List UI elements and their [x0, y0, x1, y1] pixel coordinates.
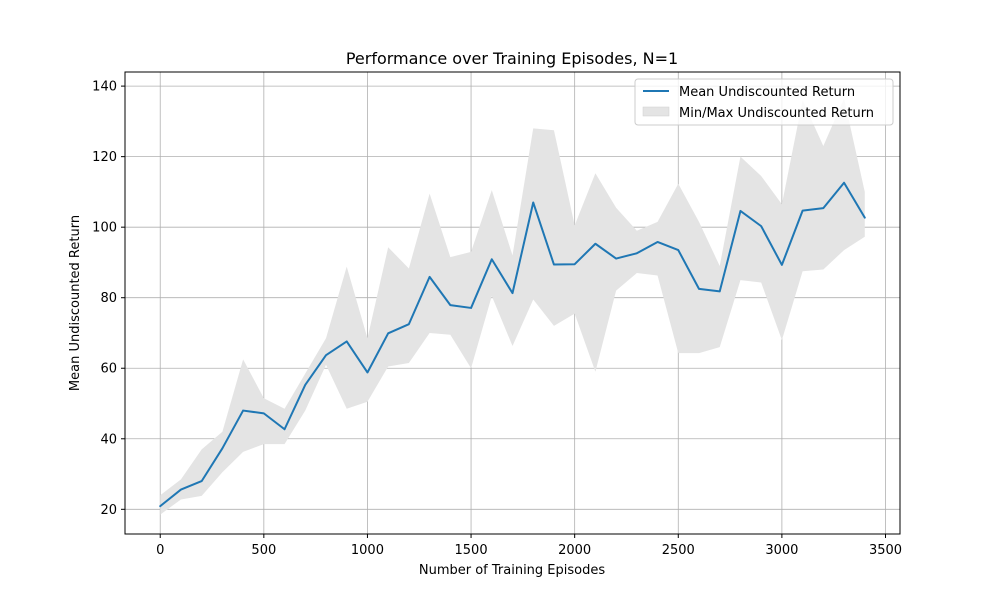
y-tick-label: 40 — [100, 432, 117, 447]
y-axis-title: Mean Undiscounted Return — [68, 215, 83, 391]
x-tick-label: 3500 — [869, 543, 902, 558]
y-tick-label: 80 — [100, 291, 117, 306]
legend-box — [634, 78, 894, 126]
mean-point — [345, 339, 349, 343]
mean-point — [759, 224, 763, 228]
x-tick-label: 2500 — [662, 543, 695, 558]
mean-point — [220, 446, 224, 450]
x-axis-title: Number of Training Episodes — [419, 563, 605, 578]
mean-point — [241, 409, 245, 413]
mean-point — [262, 411, 266, 415]
y-tick-label: 140 — [92, 80, 117, 95]
y-tick-label: 60 — [100, 362, 117, 377]
mean-point — [386, 331, 390, 335]
mean-point — [801, 209, 805, 213]
x-tick-label: 2000 — [558, 543, 591, 558]
mean-point — [511, 291, 515, 295]
mean-point — [303, 383, 307, 387]
mean-point — [780, 263, 784, 267]
mean-point — [552, 263, 556, 267]
mean-point — [407, 322, 411, 326]
mean-series — [158, 181, 867, 508]
mean-point — [573, 262, 577, 266]
mean-point — [697, 287, 701, 291]
x-tick-label: 3000 — [765, 543, 798, 558]
mean-point — [635, 251, 639, 255]
y-tick-label: 20 — [100, 503, 117, 518]
mean-point — [324, 353, 328, 357]
x-tick-label: 0 — [156, 543, 164, 558]
mean-point — [614, 257, 618, 261]
chart-title: Performance over Training Episodes, N=1 — [346, 49, 678, 68]
legend-mean-label: Mean Undiscounted Return — [679, 85, 855, 100]
mean-point — [365, 370, 369, 374]
mean-line — [159, 181, 866, 508]
mean-point — [469, 306, 473, 310]
mean-point — [179, 488, 183, 492]
y-axis: 20 40 60 80 100 120 140 — [92, 80, 125, 518]
x-tick-label: 1500 — [455, 543, 488, 558]
mean-point — [200, 479, 204, 483]
mean-point — [283, 427, 287, 431]
mean-point — [490, 257, 494, 261]
mean-point — [448, 303, 452, 307]
minmax-band — [160, 98, 865, 515]
mean-point — [531, 200, 535, 204]
mean-point — [842, 181, 846, 185]
mean-point — [863, 216, 867, 220]
mean-point — [656, 240, 660, 244]
grid-lines — [125, 72, 900, 534]
x-tick-label: 1000 — [351, 543, 384, 558]
minmax-band-area — [160, 98, 865, 515]
mean-point — [676, 248, 680, 252]
legend-band-label: Min/Max Undiscounted Return — [679, 106, 874, 121]
y-tick-label: 100 — [92, 221, 117, 236]
mean-point — [428, 275, 432, 279]
mean-point — [718, 289, 722, 293]
y-tick-label: 120 — [92, 150, 117, 165]
mean-point — [158, 504, 162, 508]
plot-frame — [124, 71, 901, 535]
mean-point — [821, 206, 825, 210]
x-tick-label: 500 — [251, 543, 276, 558]
mean-point — [593, 242, 597, 246]
legend-band-swatch — [642, 106, 670, 117]
mean-point — [738, 209, 742, 213]
x-axis: 0 500 1000 1500 2000 2500 3000 3500 — [156, 534, 902, 558]
legend: Mean Undiscounted Return Min/Max Undisco… — [634, 78, 894, 126]
